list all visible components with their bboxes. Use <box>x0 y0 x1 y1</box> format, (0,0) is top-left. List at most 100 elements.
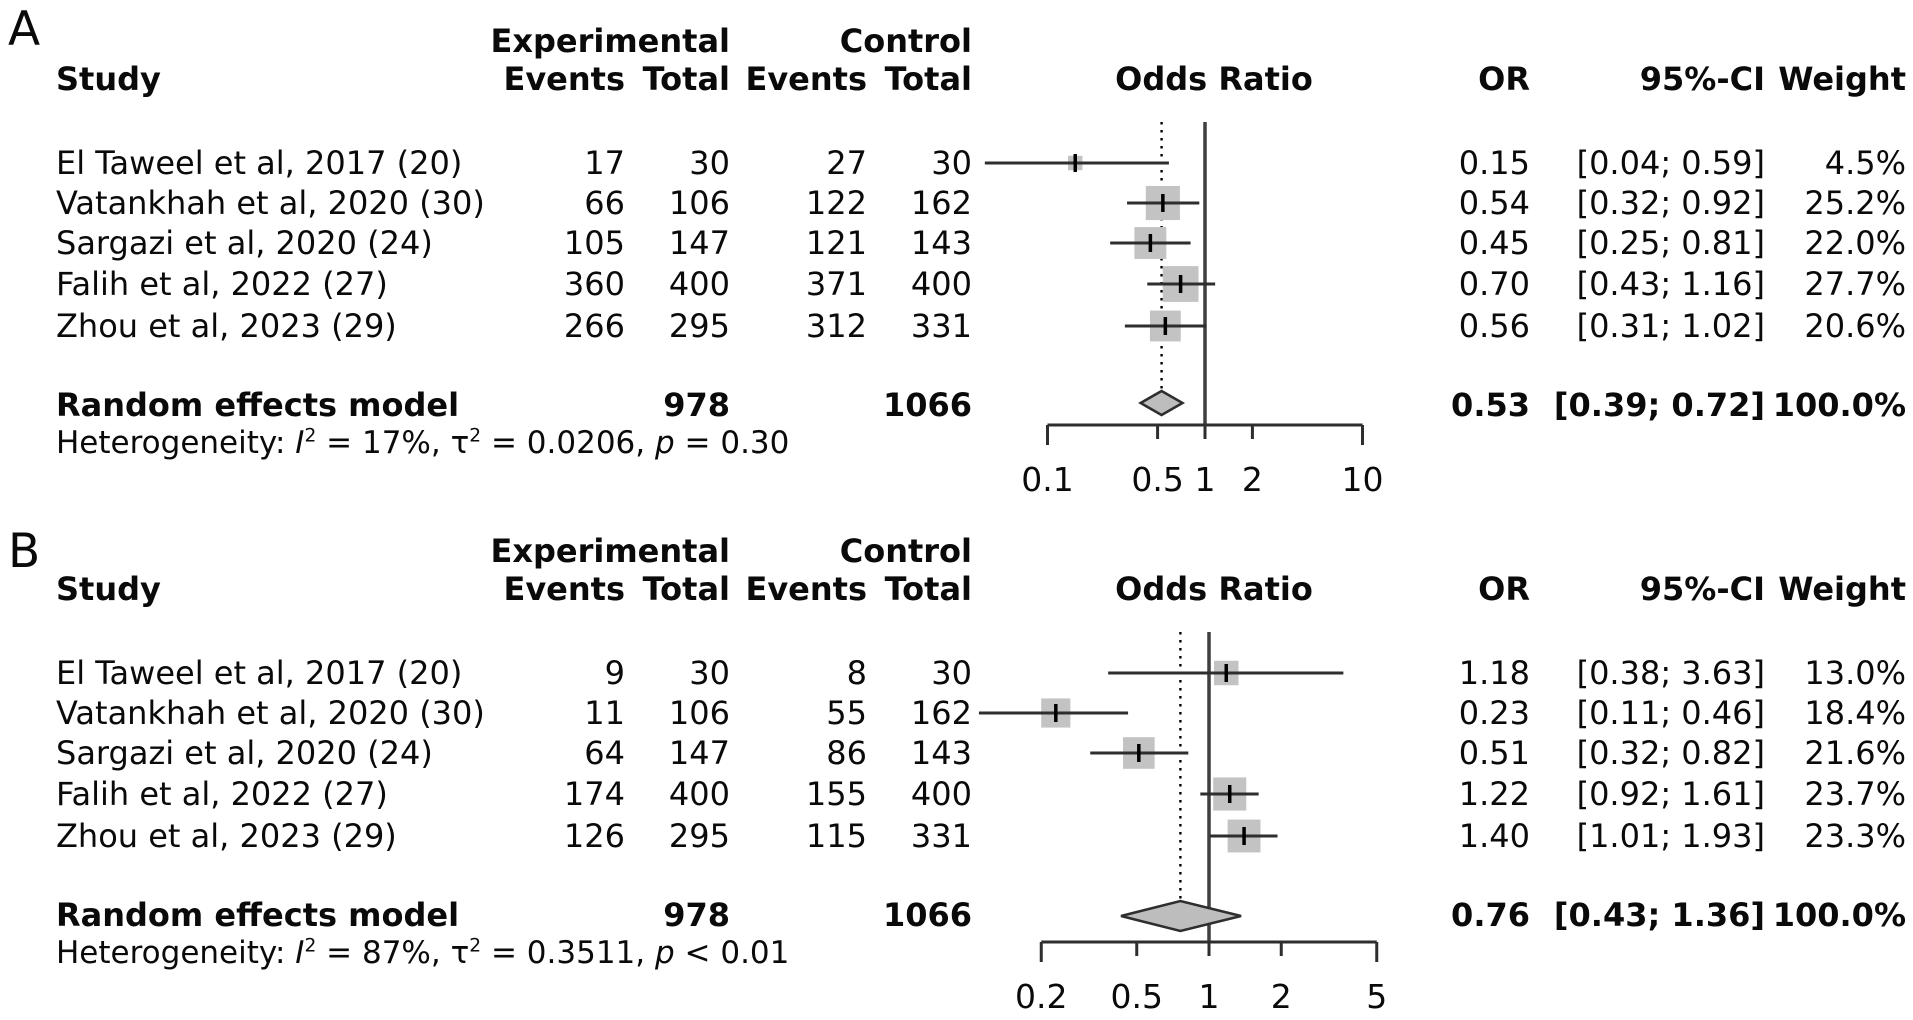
exp-events-value: 66 <box>584 184 625 222</box>
axis-tick-label: 5 <box>1366 977 1388 1016</box>
het-p-value: < 0.01 <box>684 935 790 971</box>
weight-value: 23.7% <box>1804 775 1906 813</box>
ci-value: [0.38; 3.63] <box>1576 654 1765 692</box>
summary-or-value: 0.53 <box>1451 386 1530 424</box>
summary-ctrl-total: 1066 <box>882 896 972 934</box>
or-value: 1.18 <box>1458 654 1530 692</box>
exp-events-value: 64 <box>584 734 625 772</box>
summary-ctrl-total: 1066 <box>882 386 972 424</box>
axis-tick-label: 10 <box>1341 460 1384 499</box>
ci-value: [0.92; 1.61] <box>1576 775 1765 813</box>
ctrl-events-value: 27 <box>826 144 867 182</box>
exp-total-value: 30 <box>689 144 730 182</box>
forest-plot-a <box>984 122 1364 445</box>
or-value: 0.51 <box>1458 734 1530 772</box>
exp-total-value: 147 <box>668 224 730 262</box>
weight-value: 18.4% <box>1804 694 1906 732</box>
ci-value: [0.25; 0.81] <box>1576 224 1765 262</box>
summary-diamond <box>1120 899 1242 933</box>
exp-total-value: 106 <box>668 694 730 732</box>
het-i-sup: 2 <box>304 935 317 957</box>
or-value: 1.40 <box>1458 817 1530 855</box>
or-value: 1.22 <box>1458 775 1530 813</box>
column-header-study: Study <box>56 60 161 98</box>
exp-events-value: 17 <box>584 144 625 182</box>
summary-exp-total: 978 <box>663 896 730 934</box>
or-value: 0.56 <box>1458 307 1530 345</box>
het-p-value: = 0.30 <box>684 425 790 461</box>
het-tau-symbol: τ <box>450 425 470 461</box>
exp-events-value: 174 <box>563 775 625 813</box>
ctrl-total-value: 400 <box>910 265 972 303</box>
weight-value: 13.0% <box>1804 654 1906 692</box>
weight-value: 27.7% <box>1804 265 1906 303</box>
summary-ci-value: [0.39; 0.72] <box>1553 386 1765 424</box>
het-tau2-value: = 0.3511, <box>490 935 646 971</box>
study-name: Vatankhah et al, 2020 (30) <box>56 694 485 732</box>
group-header-control: Control <box>839 532 972 570</box>
or-value: 0.70 <box>1458 265 1530 303</box>
forest-plot-b <box>978 632 1379 962</box>
het-tau2-value: = 0.0206, <box>490 425 646 461</box>
het-tau-sup: 2 <box>469 935 482 957</box>
ci-value: [0.43; 1.16] <box>1576 265 1765 303</box>
summary-label: Random effects model <box>56 896 460 934</box>
het-label: Heterogeneity: <box>56 935 286 971</box>
panel-b: B Experimental Control Study Events Tota… <box>0 510 1913 1020</box>
ctrl-total-value: 162 <box>910 184 972 222</box>
study-name: Zhou et al, 2023 (29) <box>56 817 397 855</box>
exp-events-value: 360 <box>563 265 625 303</box>
exp-total-value: 147 <box>668 734 730 772</box>
group-header-experimental: Experimental <box>490 22 730 60</box>
panel-a: A Experimental Control Study Events Tota… <box>8 4 1906 499</box>
column-header-exp-events: Events <box>503 60 625 98</box>
summary-ci-value: [0.43; 1.36] <box>1553 896 1765 934</box>
column-header-or: OR <box>1478 60 1530 98</box>
exp-total-value: 295 <box>668 817 730 855</box>
exp-events-value: 9 <box>604 654 625 692</box>
or-value: 0.54 <box>1458 184 1530 222</box>
column-header-or: OR <box>1478 570 1530 608</box>
axis-tick-label: 0.1 <box>1021 460 1074 499</box>
or-value: 0.23 <box>1458 694 1530 732</box>
ctrl-events-value: 86 <box>826 734 867 772</box>
heterogeneity-note: Heterogeneity: I2 = 87%, τ2 = 0.3511, p … <box>56 934 789 972</box>
column-header-ctrl-events: Events <box>745 570 867 608</box>
study-name: El Taweel et al, 2017 (20) <box>56 654 463 692</box>
ctrl-events-value: 371 <box>805 265 867 303</box>
study-name: Zhou et al, 2023 (29) <box>56 307 397 345</box>
summary-exp-total: 978 <box>663 386 730 424</box>
study-name: Sargazi et al, 2020 (24) <box>56 734 433 772</box>
column-header-weight: Weight <box>1778 60 1906 98</box>
weight-value: 20.6% <box>1804 307 1906 345</box>
axis-tick-label: 1 <box>1198 977 1220 1016</box>
exp-events-value: 126 <box>563 817 625 855</box>
study-name: Falih et al, 2022 (27) <box>56 265 388 303</box>
weight-value: 21.6% <box>1804 734 1906 772</box>
exp-events-value: 11 <box>584 694 625 732</box>
het-i-symbol: I <box>295 425 305 461</box>
panel-b-label: B <box>8 524 41 579</box>
het-i-symbol: I <box>295 935 305 971</box>
exp-total-value: 106 <box>668 184 730 222</box>
summary-weight-value: 100.0% <box>1772 896 1906 934</box>
het-tau-sup: 2 <box>469 425 482 447</box>
ci-value: [0.32; 0.82] <box>1576 734 1765 772</box>
group-header-control: Control <box>839 22 972 60</box>
column-header-exp-total: Total <box>642 570 730 608</box>
ctrl-total-value: 143 <box>910 734 972 772</box>
ctrl-events-value: 121 <box>805 224 867 262</box>
het-i-sup: 2 <box>304 425 317 447</box>
ctrl-total-value: 331 <box>910 307 972 345</box>
ci-value: [0.32; 0.92] <box>1576 184 1765 222</box>
ctrl-total-value: 30 <box>931 654 972 692</box>
weight-value: 23.3% <box>1804 817 1906 855</box>
study-name: El Taweel et al, 2017 (20) <box>56 144 463 182</box>
or-value: 0.15 <box>1458 144 1530 182</box>
ctrl-events-value: 312 <box>805 307 867 345</box>
weight-value: 25.2% <box>1804 184 1906 222</box>
column-header-odds-ratio: Odds Ratio <box>1115 60 1313 98</box>
axis-tick-label: 2 <box>1270 977 1292 1016</box>
axis-tick-label: 0.2 <box>1014 977 1068 1016</box>
ctrl-events-value: 115 <box>805 817 867 855</box>
